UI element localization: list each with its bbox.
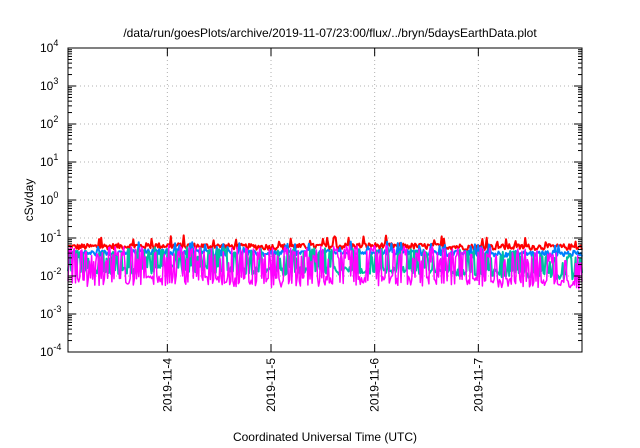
- y-tick-label: 10-1: [40, 228, 61, 245]
- y-tick-base: 10: [40, 231, 54, 245]
- y-tick-label: 103: [40, 76, 58, 93]
- y-tick-exponent: 2: [53, 114, 58, 124]
- x-tick-label: 2019-11-5: [264, 358, 278, 412]
- y-tick-base: 10: [40, 117, 54, 131]
- ylabel-group: cSv/day: [22, 179, 36, 222]
- y-tick-label: 10-2: [40, 266, 61, 283]
- series-layer: [67, 234, 583, 290]
- y-tick-exponent: -1: [53, 228, 61, 238]
- y-tick-base: 10: [40, 41, 54, 55]
- grid: [68, 48, 582, 352]
- y-tick-base: 10: [40, 193, 54, 207]
- y-tick-base: 10: [40, 79, 54, 93]
- y-tick-exponent: 3: [53, 76, 58, 86]
- y-tick-exponent: -3: [53, 304, 61, 314]
- series-line: [67, 244, 583, 290]
- y-axis-label: cSv/day: [22, 179, 36, 222]
- x-tick-label: 2019-11-6: [368, 358, 382, 412]
- y-tick-base: 10: [40, 155, 54, 169]
- ticks: 10410310210110010-110-210-310-42019-11-4…: [40, 38, 582, 412]
- y-tick-exponent: -2: [53, 266, 61, 276]
- y-tick-exponent: 1: [53, 152, 58, 162]
- y-tick-exponent: 0: [53, 190, 58, 200]
- y-tick-label: 10-4: [40, 342, 61, 359]
- y-tick-label: 102: [40, 114, 58, 131]
- y-tick-label: 10-3: [40, 304, 61, 321]
- y-tick-label: 100: [40, 190, 58, 207]
- y-tick-exponent: 4: [53, 38, 58, 48]
- x-tick-label: 2019-11-4: [160, 358, 174, 412]
- x-tick-label: 2019-11-7: [471, 358, 485, 412]
- chart-title: /data/run/goesPlots/archive/2019-11-07/2…: [123, 26, 537, 40]
- y-tick-label: 101: [40, 152, 58, 169]
- y-tick-exponent: -4: [53, 342, 61, 352]
- x-axis-label: Coordinated Universal Time (UTC): [233, 430, 417, 444]
- y-tick-label: 104: [40, 38, 58, 55]
- y-tick-base: 10: [40, 345, 54, 359]
- y-tick-base: 10: [40, 269, 54, 283]
- y-tick-base: 10: [40, 307, 54, 321]
